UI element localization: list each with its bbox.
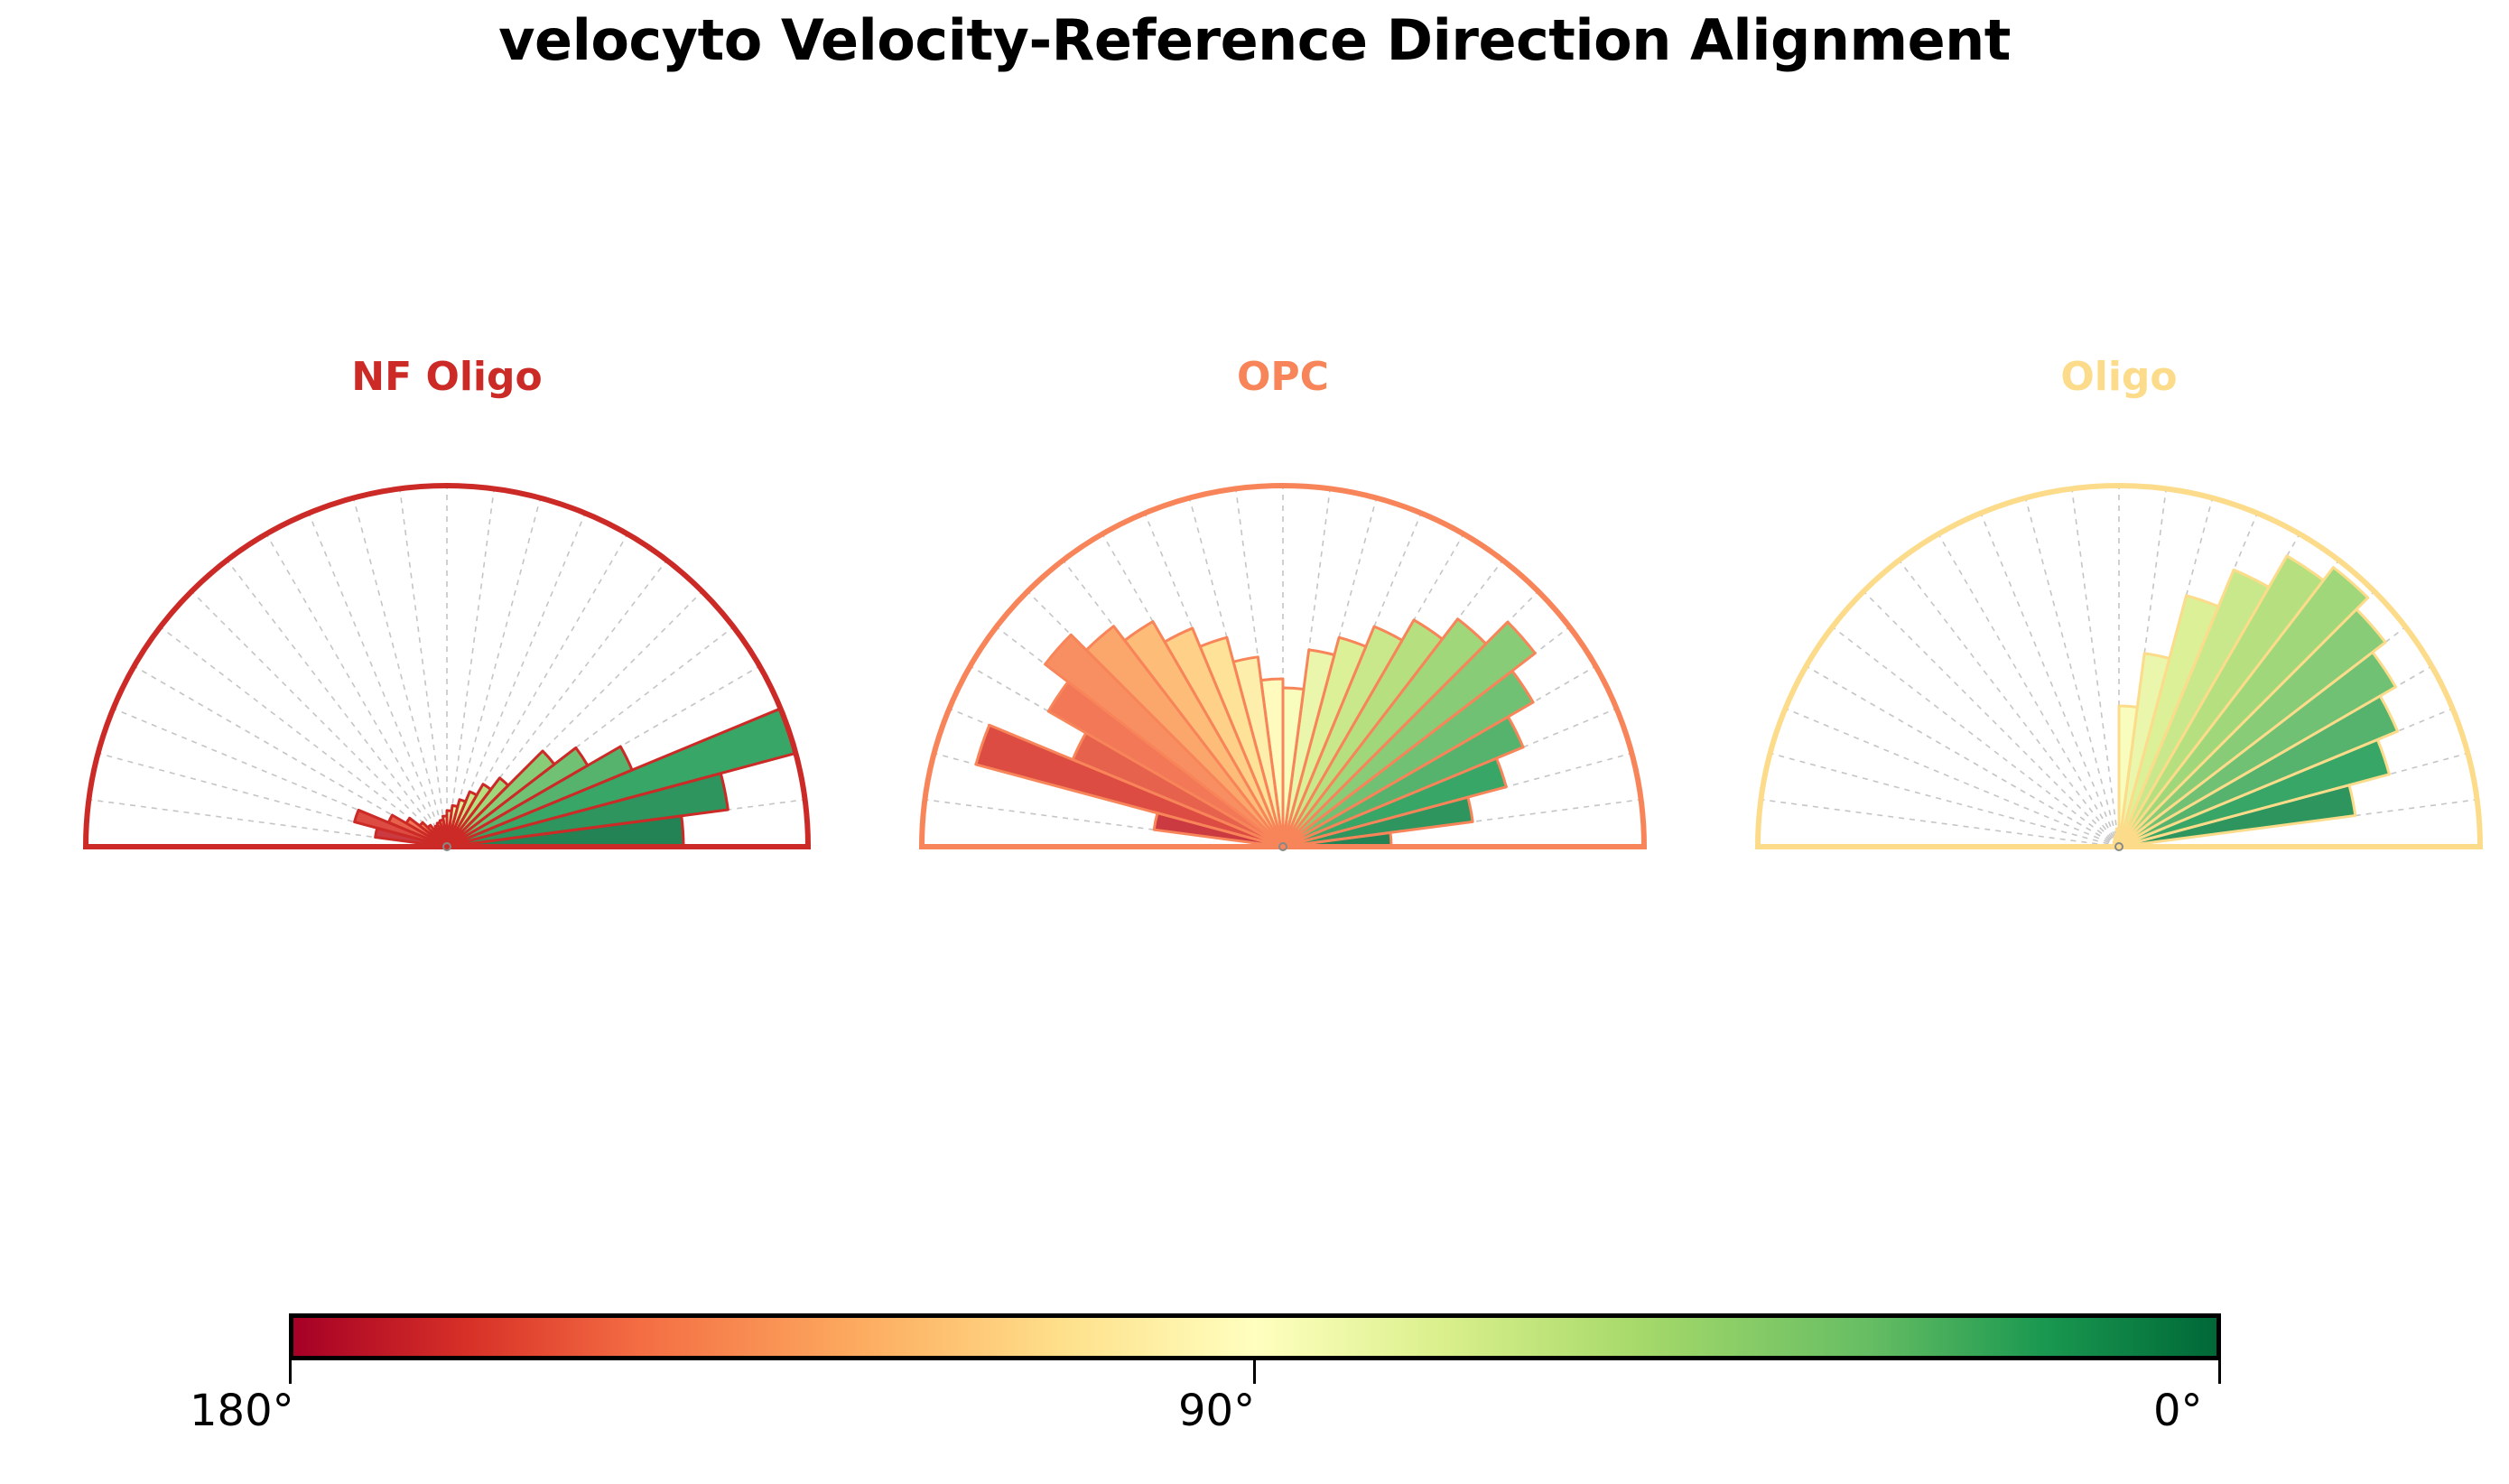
rose-bars: [974, 617, 1537, 849]
polar-outer-spine: [918, 483, 1648, 849]
rose-plot-nf-oligo: [29, 442, 865, 894]
polar-panel-opc: OPC: [865, 343, 1701, 921]
colorbar: 180° 90° 0°: [190, 1313, 2221, 1436]
rose-bar: [2117, 566, 2370, 849]
colorbar-tick-90: [1253, 1360, 1256, 1384]
rose-svg: [918, 483, 1648, 851]
colorbar-label-180: 180°: [190, 1386, 294, 1436]
rose-bar: [1281, 635, 1368, 849]
panel-title-opc: OPC: [1237, 354, 1329, 400]
rose-bar: [445, 776, 510, 849]
rose-bars: [353, 707, 797, 849]
rose-plot-oligo: [1701, 442, 2509, 894]
rose-bar: [2117, 704, 2139, 849]
polar-origin-marker: [442, 842, 451, 851]
colorbar-gradient: [289, 1313, 2221, 1360]
rose-bars: [2112, 554, 2400, 849]
panel-title-nf-oligo: NF Oligo: [351, 354, 543, 400]
polar-outer-spine: [1754, 483, 2484, 849]
rose-bar: [445, 749, 556, 849]
polar-panel-oligo: Oligo: [1701, 343, 2509, 921]
colorbar-tick-180: [289, 1360, 292, 1384]
rose-svg: [1754, 483, 2484, 851]
rose-bar: [974, 723, 1285, 849]
colorbar-label-90: 90°: [1178, 1386, 1256, 1436]
rose-bar: [2117, 568, 2271, 849]
polar-panel-nf-oligo: NF Oligo: [29, 343, 865, 921]
rose-bar: [1281, 618, 1445, 849]
rose-bar: [374, 826, 449, 849]
polar-origin-marker: [2114, 842, 2123, 851]
rose-bar: [353, 808, 449, 849]
rose-bar: [1044, 633, 1285, 849]
rose-bar: [445, 798, 468, 849]
rose-bar: [1281, 617, 1488, 849]
rose-bar: [1152, 812, 1285, 849]
colorbar-label-0: 0°: [2153, 1386, 2203, 1436]
figure-title: velocyto Velocity-Reference Direction Al…: [498, 7, 2011, 73]
rose-bar: [2117, 554, 2325, 849]
rose-bar: [1046, 680, 1285, 849]
rose-bar: [445, 745, 634, 849]
rose-bar: [445, 790, 479, 849]
rose-bar: [445, 746, 590, 849]
panel-title-oligo: Oligo: [2060, 354, 2178, 400]
rose-bar: [2117, 594, 2220, 849]
rose-svg: [82, 483, 812, 851]
rose-bar: [1281, 648, 1336, 849]
rose-bar: [1281, 620, 1537, 849]
rose-bar: [1281, 625, 1404, 849]
polar-outer-spine: [82, 483, 812, 849]
polar-origin-marker: [1278, 842, 1287, 851]
rose-bar: [445, 783, 493, 849]
colorbar-tick-0: [2218, 1360, 2221, 1384]
rose-plot-opc: [865, 442, 1701, 894]
rose-bar: [2117, 652, 2171, 849]
